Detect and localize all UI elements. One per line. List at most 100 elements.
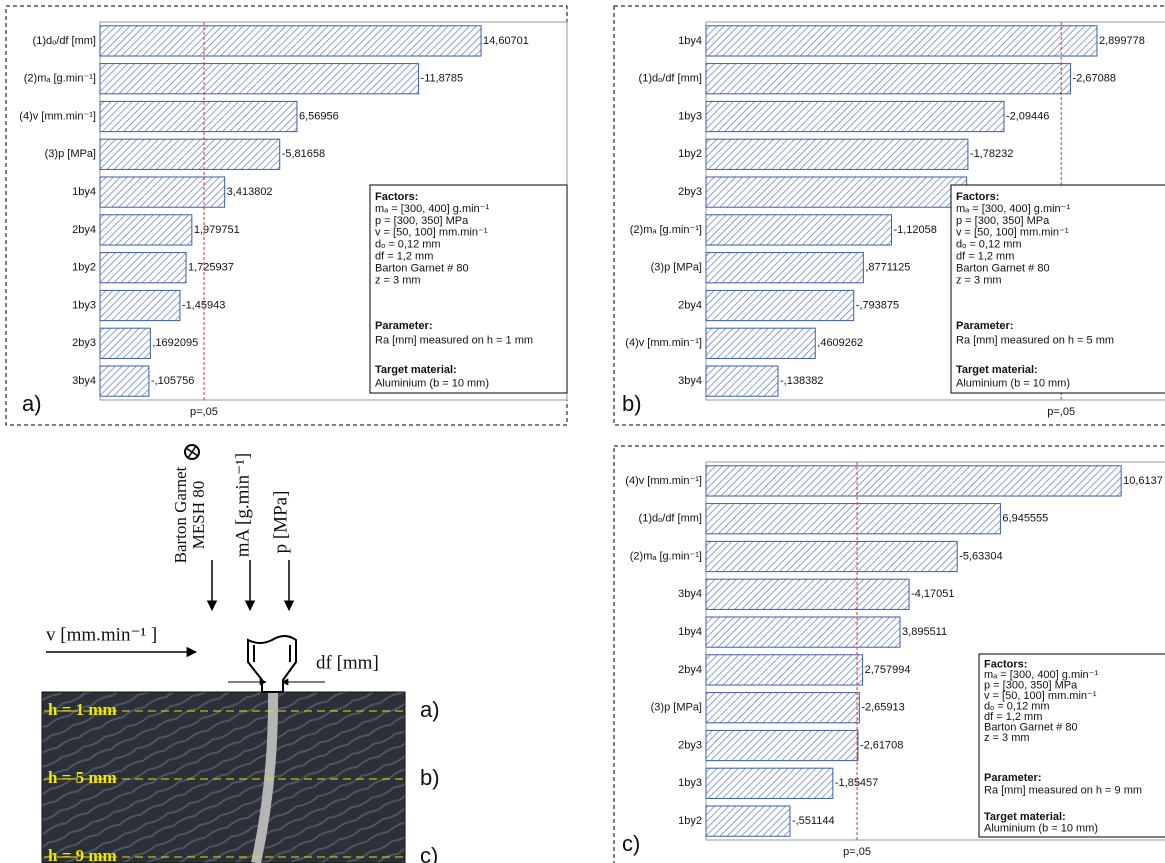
legend-text: Aluminium (b = 10 mm) [375,377,489,389]
value-label: 3,413802 [227,186,273,198]
legend-box [369,184,568,394]
value-label: -1,78232 [970,148,1013,160]
category-label: (4)v [mm.min⁻¹] [625,337,702,349]
legend-text: dₒ = 0,12 mm [375,239,441,251]
label: v [mm.min⁻¹ ] [46,624,157,645]
panel-label: b) [622,391,642,416]
category-label: 2by4 [678,299,702,311]
category-label: (2)mₐ [g.min⁻¹] [630,550,702,562]
category-label: 1by3 [678,777,702,789]
value-label: -11,8785 [421,73,464,85]
value-label: 2,899778 [1099,35,1145,47]
bar [99,138,281,170]
diagram: Barton Garnet MESH 80 mA [g.min⁻¹] p [MP… [41,444,440,863]
threshold-label: p=,05 [843,846,871,858]
legend-text: p = [300, 350] MPa [956,215,1050,227]
category-label: 2by4 [72,224,96,236]
value-label: -2,09446 [1006,110,1049,122]
legend-text: Ra [mm] measured on h = 5 mm [956,334,1114,346]
bar [705,138,969,170]
legend-text: Factors: [956,191,999,203]
bar [99,365,150,397]
value-label: ,1692095 [152,337,198,349]
legend-text: Ra [mm] measured on h = 1 mm [375,334,533,346]
legend-text: Factors: [375,191,418,203]
category-label: (2)mₐ [g.min⁻¹] [630,224,702,236]
bar [99,289,181,322]
legend-text: Target material: [375,364,457,376]
value-label: -5,63304 [959,550,1002,562]
nozzle [247,635,297,693]
panel-label: a) [22,391,42,416]
legend-text: Aluminium (b = 10 mm) [956,377,1070,389]
plot-frame [705,21,1165,401]
value-label: -1,12058 [893,224,936,236]
value-label: -4,17051 [911,588,954,600]
category-label: 3by4 [72,375,96,387]
depth-panel: a) [420,697,440,722]
value-label: -2,65913 [861,702,904,714]
panel-frame [613,5,1165,426]
legend-text: Target material: [956,364,1038,376]
bar [99,327,151,359]
bar [705,365,779,397]
bar [99,176,226,208]
bar [99,252,187,284]
value-label: 10,6137 [1123,475,1163,487]
bar [705,327,816,359]
category-label: 2by3 [678,186,702,198]
label: MESH 80 [189,481,208,549]
bar [705,465,1122,497]
depth-label: h = 9 mm [48,846,117,863]
bar [705,578,910,610]
bar [705,616,901,648]
threshold-label: p=,05 [1047,406,1075,418]
value-label: -1,45943 [182,299,225,311]
bar [705,503,1001,535]
category-label: 3by4 [678,588,702,600]
bar [99,25,482,57]
legend-text: Parameter: [984,772,1041,784]
garnet-icon [185,445,199,459]
legend-text: p = [300, 350] MPa [375,215,469,227]
category-label: 2by3 [72,337,96,349]
legend-text: v = [50, 100] mm.min⁻¹ [956,227,1069,239]
category-label: 1by4 [678,35,702,47]
legend-text: Parameter: [375,320,432,332]
legend-text: df = 1,2 mm [375,251,433,263]
value-label: -2,61708 [860,739,903,751]
category-label: 1by3 [678,110,702,122]
bar [705,176,968,208]
bar [99,214,193,246]
category-label: (3)p [MPa] [651,702,702,714]
legend-text: dₒ = 0,12 mm [984,700,1050,712]
bar [705,289,855,322]
value-label: 6,56956 [299,110,339,122]
category-label: 1by4 [678,626,702,638]
legend-text: v = [50, 100] mm.min⁻¹ [375,227,488,239]
bar [99,63,420,95]
legend-text: Target material: [984,811,1066,823]
legend-text: mₐ = [300, 400] g.min⁻¹ [984,669,1098,681]
bar [705,729,859,762]
category-label: (2)mₐ [g.min⁻¹] [24,73,96,85]
value-label: 1,725937 [188,262,234,274]
depth-label: h = 1 mm [48,700,117,719]
bar [705,25,1098,57]
legend-text: df = 1,2 mm [984,711,1042,723]
value-label: 2,757994 [865,664,911,676]
value-label: -,793875 [856,299,899,311]
legend-box [978,653,1165,838]
bar [705,252,864,284]
legend-text: Factors: [984,658,1027,670]
panel-label: c) [622,831,640,856]
label: p [MPa] [270,491,291,554]
depth-label: h = 5 mm [48,768,117,787]
bar [705,540,958,573]
category-label: (1)dₒ/df [mm] [639,73,702,85]
label: df [mm] [316,652,379,673]
legend-text: dₒ = 0,12 mm [956,239,1022,251]
legend-text: v = [50, 100] mm.min⁻¹ [984,690,1097,702]
category-label: 1by2 [678,148,702,160]
value-label: ,4609262 [817,337,863,349]
